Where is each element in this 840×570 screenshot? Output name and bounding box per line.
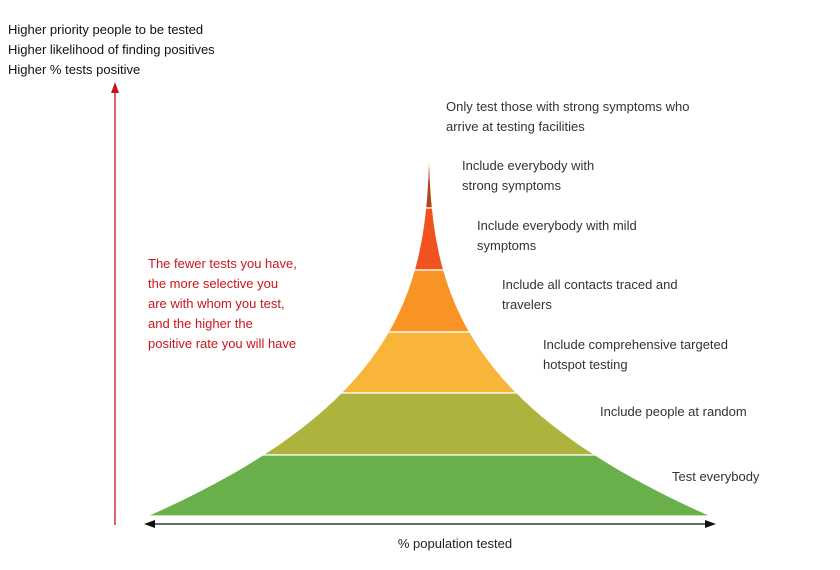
y-axis-label-line: Higher % tests positive xyxy=(8,62,141,77)
tier-label-line: Include comprehensive targeted xyxy=(543,337,729,352)
tier-label-line: Test everybody xyxy=(672,469,760,484)
callout-line: The fewer tests you have, xyxy=(148,256,297,271)
population-axis-right-arrowhead xyxy=(705,520,716,528)
pyramid-tier-5 xyxy=(339,331,519,394)
tier-label-line: arrive at testing facilities xyxy=(446,119,585,134)
tier-label-line: Only test those with strong symptoms who xyxy=(446,99,690,114)
callout-line: positive rate you will have xyxy=(148,336,297,351)
priority-axis-arrowhead xyxy=(111,82,119,93)
tier-label-4: Include all contacts traced and traveler… xyxy=(502,275,678,315)
tier-label-line: symptoms xyxy=(477,238,537,253)
y-axis-label-line: Higher likelihood of finding positives xyxy=(8,42,215,57)
tier-label-3: Include everybody with mild symptoms xyxy=(477,216,637,256)
tier-label-7: Test everybody xyxy=(672,467,759,487)
callout-line: are with whom you test, xyxy=(148,296,285,311)
population-axis-left-arrowhead xyxy=(144,520,155,528)
tier-label-6: Include people at random xyxy=(600,402,747,422)
pyramid-tier-7 xyxy=(146,454,712,517)
selectivity-callout: The fewer tests you have, the more selec… xyxy=(148,254,297,354)
tier-label-2: Include everybody with strong symptoms xyxy=(462,156,594,196)
y-axis-label: Higher priority people to be tested High… xyxy=(8,20,215,80)
tier-label-5: Include comprehensive targeted hotspot t… xyxy=(543,335,728,375)
tier-label-line: Include everybody with xyxy=(462,158,595,173)
pyramid-tier-2 xyxy=(424,147,434,209)
tier-label-1: Only test those with strong symptoms who… xyxy=(446,97,689,137)
x-axis-label: % population tested xyxy=(397,536,513,551)
tier-label-line: Include everybody with mild xyxy=(477,218,637,233)
tier-label-line: Include all contacts traced and xyxy=(502,277,678,292)
pyramid-tier-4 xyxy=(387,269,471,333)
callout-line: and the higher the xyxy=(148,316,253,331)
pyramid-tier-1 xyxy=(428,92,430,149)
tier-label-line: travelers xyxy=(502,297,552,312)
pyramid-tier-6 xyxy=(260,392,598,456)
tier-label-line: strong symptoms xyxy=(462,178,561,193)
tier-label-line: hotspot testing xyxy=(543,357,628,372)
y-axis-label-line: Higher priority people to be tested xyxy=(8,22,204,37)
tier-label-line: Include people at random xyxy=(600,404,747,419)
pyramid-tier-3 xyxy=(413,207,445,271)
callout-line: the more selective you xyxy=(148,276,279,291)
pyramid-tiers xyxy=(146,92,712,517)
